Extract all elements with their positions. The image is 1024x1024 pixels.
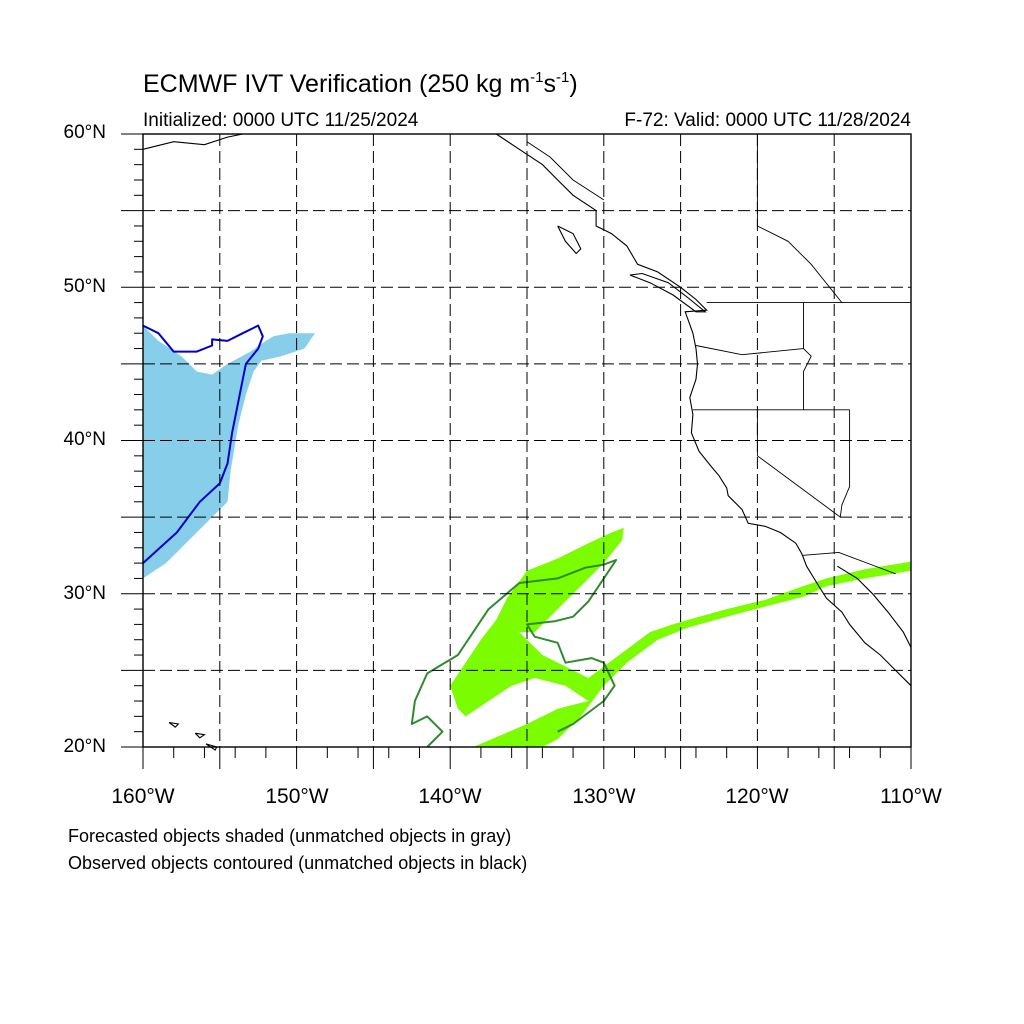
valid-time: F-72: Valid: 0000 UTC 11/28/2024 (624, 110, 911, 131)
wa-or-border (695, 345, 804, 356)
bc-alaska-border (526, 141, 605, 201)
vancouver-island (629, 272, 707, 313)
lon-label-150w: 150°W (265, 785, 329, 808)
lon-label-140w: 140°W (418, 785, 482, 808)
observed-object-1 (142, 324, 264, 564)
lat-label-20n: 20°N (63, 736, 106, 757)
lat-label-60n: 60°N (63, 122, 106, 143)
ca-nv-border (756, 409, 841, 518)
haida-gwaii (557, 225, 582, 255)
lon-label-130w: 130°W (572, 785, 636, 808)
lon-label-160w: 160°W (111, 785, 175, 808)
initialized-time: Initialized: 0000 UTC 11/25/2024 (143, 110, 419, 131)
forecast-object-2 (450, 527, 911, 747)
gulf-of-california-east (837, 565, 912, 648)
us-mexico-border (801, 551, 896, 575)
hawaii-oahu (168, 721, 180, 728)
map-frame (142, 133, 912, 748)
north-america-west-coast (495, 133, 912, 687)
lat-label-50n: 50°N (63, 276, 106, 297)
alaska-coast (142, 133, 243, 150)
tick-marks (121, 133, 912, 769)
legend-forecast-note: Forecasted objects shaded (unmatched obj… (68, 826, 512, 846)
lat-label-30n: 30°N (63, 583, 106, 604)
lat-label-40n: 40°N (63, 429, 106, 450)
nv-ut-border (839, 409, 851, 518)
bc-alberta-border (756, 134, 843, 303)
objects-layer (142, 324, 911, 748)
legend-observed-note: Observed objects contoured (unmatched ob… (68, 853, 528, 873)
grid-layer (143, 134, 911, 747)
hawaii-maui (194, 732, 206, 739)
lon-label-110w: 110°W (880, 785, 942, 808)
chart-title: ECMWF IVT Verification (250 kg m-1s-1) (143, 69, 578, 98)
id-west-border (803, 302, 812, 410)
lon-label-120w: 120°W (725, 785, 789, 808)
